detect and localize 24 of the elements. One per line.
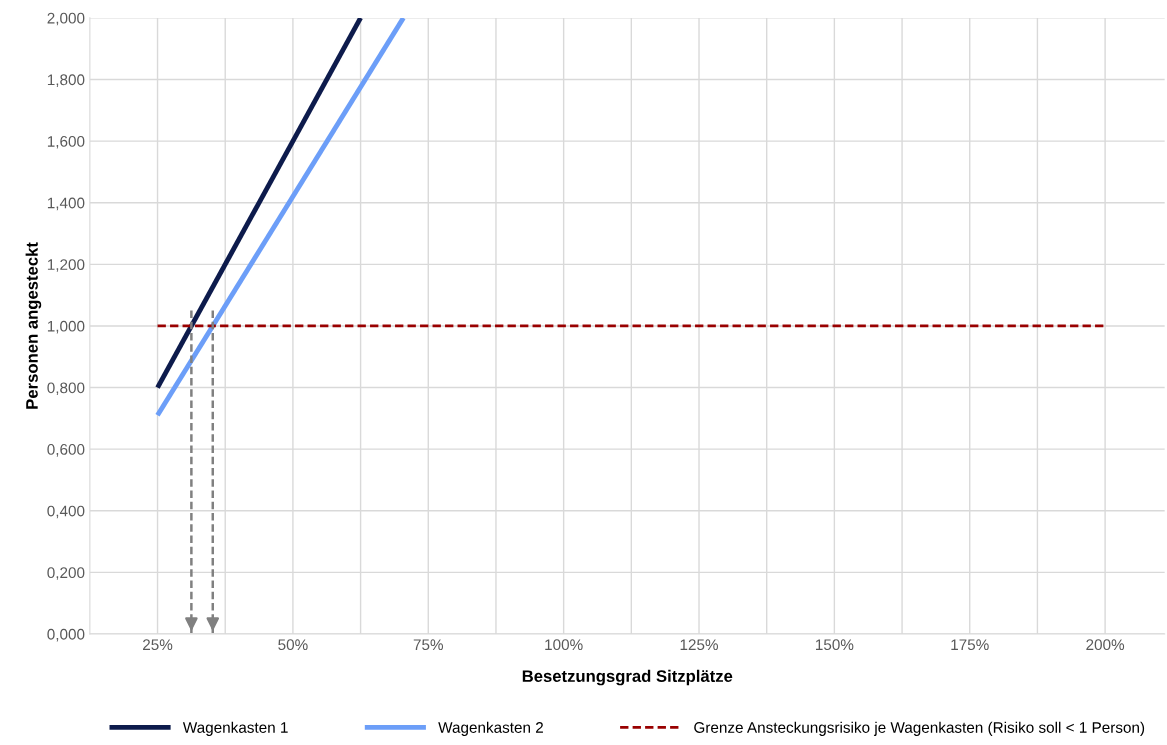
x-tick-label: 175% bbox=[951, 639, 989, 651]
y-tick-label: 0,800 bbox=[47, 382, 85, 396]
x-tick-label: 75% bbox=[413, 639, 444, 651]
x-axis-title: Besetzungsgrad Sitzplätze bbox=[522, 669, 733, 686]
x-tick-label: 200% bbox=[1086, 639, 1125, 651]
legend-label: Wagenkasten 1 bbox=[182, 721, 288, 736]
y-tick-label: 0,000 bbox=[47, 628, 85, 642]
y-tick-label: 1,000 bbox=[47, 320, 85, 334]
x-tick-label: 25% bbox=[143, 639, 173, 651]
y-tick-label: 0,400 bbox=[47, 505, 85, 519]
y-tick-label: 1,800 bbox=[47, 74, 85, 87]
y-tick-label: 2,000 bbox=[47, 12, 85, 26]
x-tick-label: 50% bbox=[278, 639, 308, 651]
y-tick-label: 1,600 bbox=[47, 135, 85, 149]
x-tick-label: 150% bbox=[816, 639, 854, 651]
y-tick-label: 0,200 bbox=[47, 567, 85, 580]
legend-label: Grenze Ansteckungsrisiko je Wagenkasten (Risiko soll < 1 Person) bbox=[694, 721, 1145, 736]
x-tick-label: 125% bbox=[680, 639, 718, 651]
y-axis-title: Personen angesteckt bbox=[25, 242, 42, 409]
legend-label: Wagenkasten 2 bbox=[438, 721, 543, 736]
y-tick-label: 1,400 bbox=[47, 197, 85, 211]
y-tick-label: 0,600 bbox=[47, 444, 85, 457]
x-tick-label: 100% bbox=[545, 639, 583, 651]
y-tick-label: 1,200 bbox=[47, 259, 85, 272]
